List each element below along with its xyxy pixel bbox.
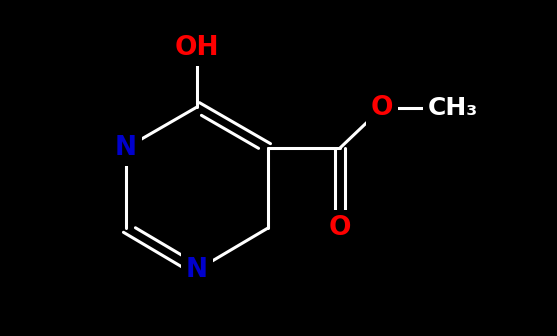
Text: CH₃: CH₃ [428,96,478,120]
Text: OH: OH [175,35,219,61]
Text: O: O [371,95,393,121]
Text: N: N [186,257,208,283]
Text: O: O [329,215,351,241]
Text: N: N [115,135,137,161]
